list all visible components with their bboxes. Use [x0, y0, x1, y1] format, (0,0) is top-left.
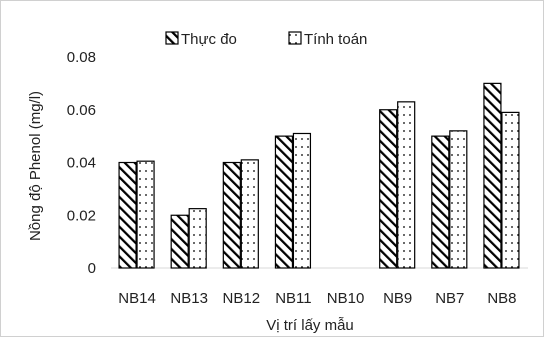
- x-tick-label-nb12: NB12: [223, 290, 261, 307]
- y-axis-title: Nồng độ Phenol (mg/l): [27, 91, 44, 241]
- y-axis-ticks: 0 0.02 0.04 0.06 0.08: [67, 49, 96, 277]
- bar-thuc-do-nb8: [483, 82, 502, 269]
- x-tick-label-nb7: NB7: [435, 290, 464, 307]
- y-tick-label: 0.08: [67, 49, 96, 66]
- legend-swatch-tinh-toan: [288, 31, 302, 45]
- x-tick-label-nb14: NB14: [118, 290, 156, 307]
- bar-tinh-toan-nb14: [136, 160, 155, 269]
- x-tick-label-nb11: NB11: [275, 290, 311, 307]
- legend-swatch-thuc-do: [165, 31, 179, 45]
- bar-tinh-toan-nb11: [292, 132, 312, 269]
- y-tick-label: 0: [88, 260, 96, 277]
- bar-tinh-toan-nb8: [501, 111, 520, 269]
- bar-tinh-toan-nb9: [397, 101, 416, 269]
- y-tick-label: 0.02: [67, 207, 96, 224]
- bar-thuc-do-nb11: [274, 135, 294, 269]
- bar-tinh-toan-nb12: [240, 159, 259, 269]
- x-tick-label-nb13: NB13: [170, 290, 208, 307]
- x-tick-label-nb9: NB9: [383, 290, 412, 307]
- x-axis-ticks: NB14 NB13 NB12 NB11 NB10 NB9 NB7 NB8: [118, 290, 516, 307]
- bars: [118, 82, 520, 269]
- x-axis-title: Vị trí lấy mẫu: [266, 317, 354, 334]
- bar-thuc-do-nb13: [170, 214, 189, 269]
- bar-tinh-toan-nb7: [449, 130, 468, 269]
- y-tick-label: 0.04: [67, 155, 96, 172]
- x-tick-label-nb10: NB10: [327, 290, 365, 307]
- bar-thuc-do-nb14: [118, 161, 137, 269]
- legend-label-thuc-do: Thực đo: [181, 31, 237, 48]
- legend: Thực đo Tính toán: [165, 31, 367, 48]
- bar-thuc-do-nb7: [431, 135, 450, 269]
- y-tick-label: 0.06: [67, 102, 96, 119]
- bar-thuc-do-nb9: [379, 109, 398, 269]
- bar-thuc-do-nb12: [222, 161, 241, 269]
- x-tick-label-nb8: NB8: [487, 290, 516, 307]
- bar-tinh-toan-nb13: [188, 208, 207, 269]
- legend-label-tinh-toan: Tính toán: [304, 31, 367, 48]
